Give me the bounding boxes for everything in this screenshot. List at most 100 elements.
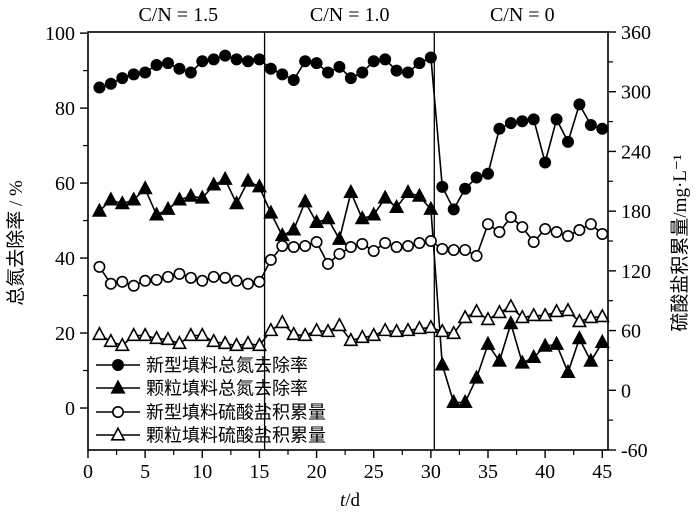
data-point-open-triangle: [126, 327, 142, 342]
series-granular-filler-sulfate: [91, 298, 610, 352]
data-point-open-circle: [112, 405, 125, 418]
data-point-filled-triangle: [571, 330, 587, 345]
data-point-filled-triangle: [160, 200, 176, 215]
data-point-open-triangle: [469, 303, 485, 318]
data-point-filled-circle: [207, 53, 220, 66]
data-point-filled-circle: [379, 53, 392, 66]
data-point-filled-triangle: [411, 187, 427, 202]
data-point-open-triangle: [229, 337, 245, 352]
data-point-open-triangle: [537, 307, 553, 322]
x-tick-label: 40: [535, 461, 555, 483]
data-point-open-triangle: [526, 307, 542, 322]
data-point-filled-circle: [333, 60, 346, 73]
data-point-filled-triangle: [183, 187, 199, 202]
right-tick-label: 180: [621, 201, 651, 223]
data-point-filled-circle: [424, 51, 437, 64]
data-point-filled-triangle: [549, 335, 565, 350]
data-point-open-circle: [390, 240, 403, 253]
data-point-open-triangle: [343, 332, 359, 347]
right-tick-label: 240: [621, 141, 651, 163]
data-point-open-circle: [424, 235, 437, 248]
data-point-filled-triangle: [469, 369, 485, 384]
data-point-filled-circle: [596, 122, 609, 135]
data-point-open-circle: [219, 271, 232, 284]
data-point-open-triangle: [503, 298, 519, 313]
data-point-filled-circle: [550, 113, 563, 126]
data-point-filled-triangle: [194, 189, 210, 204]
data-point-filled-circle: [367, 55, 380, 68]
x-tick-label: 20: [307, 461, 327, 483]
data-point-open-triangle: [286, 326, 302, 341]
data-point-filled-circle: [287, 73, 300, 86]
data-point-open-circle: [184, 271, 197, 284]
data-point-open-circle: [310, 235, 323, 248]
data-point-filled-triangle: [103, 191, 119, 206]
data-point-filled-triangle: [297, 193, 313, 208]
data-point-open-circle: [264, 253, 277, 266]
x-tick-label: 5: [140, 461, 150, 483]
data-point-filled-circle: [561, 135, 574, 148]
legend-label: 新型填料硫酸盐积累量: [146, 403, 326, 423]
data-point-filled-circle: [310, 57, 323, 70]
data-point-open-triangle: [480, 311, 496, 326]
data-point-open-triangle: [297, 327, 313, 342]
data-point-filled-triangle: [343, 183, 359, 199]
left-tick-label: 60: [55, 173, 75, 195]
data-point-filled-triangle: [126, 191, 142, 206]
series-new-filler-tn-removal: [93, 49, 609, 216]
data-point-filled-circle: [481, 167, 494, 180]
data-point-open-circle: [139, 274, 152, 287]
data-point-open-triangle: [377, 322, 393, 337]
data-point-filled-triangle: [560, 363, 576, 378]
data-point-filled-triangle: [110, 379, 126, 394]
x-tick-label: 10: [192, 461, 212, 483]
data-point-open-circle: [196, 274, 209, 287]
data-point-filled-circle: [253, 53, 266, 66]
data-point-open-triangle: [583, 309, 599, 324]
plot-frame: [87, 31, 609, 451]
x-tick-label: 35: [478, 461, 498, 483]
data-point-open-triangle: [91, 326, 107, 341]
data-point-open-circle: [253, 275, 266, 288]
data-point-open-triangle: [411, 320, 427, 335]
data-point-filled-circle: [150, 58, 163, 71]
data-point-open-circle: [367, 244, 380, 257]
data-point-filled-triangle: [423, 200, 439, 215]
legend-label: 颗粒填料硫酸盐积累量: [146, 426, 326, 446]
data-point-open-triangle: [217, 335, 233, 350]
data-point-open-triangle: [309, 322, 325, 337]
legend-label: 新型填料总氮去除率: [146, 356, 308, 376]
legend-entry-new-filler-sulfate: 新型填料硫酸盐积累量: [96, 403, 326, 423]
region-labels: C/N = 1.5 C/N = 1.0 C/N = 0: [138, 4, 554, 26]
data-point-filled-triangle: [251, 178, 267, 193]
data-point-open-triangle: [366, 327, 382, 342]
data-point-open-triangle: [571, 313, 587, 328]
data-point-filled-circle: [112, 358, 125, 371]
data-point-open-circle: [207, 270, 220, 283]
data-point-filled-triangle: [514, 354, 530, 369]
left-tick-label: 0: [65, 398, 75, 420]
data-point-open-triangle: [549, 303, 565, 318]
data-point-open-triangle: [160, 331, 176, 346]
data-point-filled-circle: [493, 122, 506, 135]
data-point-open-circle: [230, 274, 243, 287]
legend-label: 颗粒填料总氮去除率: [146, 379, 308, 399]
data-point-filled-circle: [344, 72, 357, 85]
data-point-open-circle: [344, 240, 357, 253]
data-point-open-circle: [127, 279, 140, 292]
data-point-open-triangle: [194, 327, 210, 342]
data-point-filled-triangle: [446, 393, 462, 408]
left-tick-label: 20: [55, 323, 75, 345]
data-point-open-circle: [173, 267, 186, 280]
left-tick-label: 100: [45, 23, 75, 45]
x-tick-label: 15: [249, 461, 269, 483]
data-point-filled-triangle: [503, 315, 519, 330]
data-point-open-triangle: [149, 330, 165, 345]
left-tick-label: 40: [55, 248, 75, 270]
x-tick-label: 0: [83, 461, 93, 483]
data-point-open-circle: [116, 275, 129, 288]
data-point-filled-circle: [459, 182, 472, 195]
right-tick-label: 0: [621, 380, 631, 402]
data-point-filled-circle: [196, 55, 209, 68]
